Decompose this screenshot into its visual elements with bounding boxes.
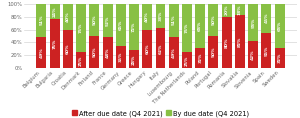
Bar [235, 4, 245, 15]
Text: 45%: 45% [264, 13, 268, 23]
Bar [50, 4, 60, 19]
Text: 60%: 60% [145, 44, 149, 54]
Text: 72%: 72% [132, 22, 136, 32]
Bar [195, 48, 205, 68]
Text: 76%: 76% [52, 39, 57, 49]
Text: 49%: 49% [39, 47, 44, 58]
Bar [248, 4, 258, 41]
Bar [169, 37, 179, 68]
Text: 51%: 51% [39, 15, 44, 25]
Text: 28%: 28% [132, 54, 136, 65]
Bar [235, 15, 245, 68]
Text: 20%: 20% [225, 5, 229, 15]
Bar [116, 4, 126, 46]
Text: 50%: 50% [92, 15, 96, 25]
Text: 50%: 50% [212, 47, 215, 57]
Bar [222, 17, 232, 68]
Text: 68%: 68% [198, 20, 202, 31]
Bar [195, 4, 205, 48]
Bar [63, 4, 73, 30]
Bar [89, 36, 99, 68]
Text: 38%: 38% [158, 11, 163, 21]
Bar [142, 30, 152, 68]
Text: 40%: 40% [145, 11, 149, 22]
Text: 75%: 75% [79, 23, 83, 33]
Text: 82%: 82% [238, 37, 242, 47]
Text: 35%: 35% [119, 52, 123, 62]
Bar [275, 4, 285, 48]
Text: 50%: 50% [92, 47, 96, 57]
Bar [155, 4, 166, 28]
Bar [261, 33, 272, 68]
Text: 62%: 62% [158, 43, 163, 53]
Text: 24%: 24% [52, 6, 57, 17]
Text: 50%: 50% [212, 15, 215, 25]
Bar [248, 41, 258, 68]
Text: 55%: 55% [264, 45, 268, 56]
Text: 48%: 48% [106, 48, 110, 58]
Text: 18%: 18% [238, 4, 242, 15]
Text: 25%: 25% [79, 55, 83, 65]
Bar [36, 37, 46, 68]
Text: 32%: 32% [278, 53, 282, 63]
Bar [208, 36, 218, 68]
Legend: After due date (Q4 2021), By due date (Q4 2021): After due date (Q4 2021), By due date (Q… [69, 107, 252, 118]
Text: 68%: 68% [278, 20, 282, 31]
Bar [275, 48, 285, 68]
Bar [169, 4, 179, 37]
Text: 40%: 40% [66, 11, 70, 22]
Bar [116, 46, 126, 68]
Bar [76, 52, 86, 68]
Bar [63, 30, 73, 68]
Bar [103, 4, 112, 37]
Bar [208, 4, 218, 36]
Text: 58%: 58% [251, 17, 255, 27]
Bar [50, 19, 60, 68]
Bar [129, 4, 139, 50]
Text: 60%: 60% [66, 44, 70, 54]
Bar [155, 28, 166, 68]
Bar [222, 4, 232, 17]
Bar [182, 52, 192, 68]
Bar [142, 4, 152, 30]
Text: 42%: 42% [251, 50, 255, 60]
Bar [76, 4, 86, 52]
Text: 32%: 32% [198, 53, 202, 63]
Bar [89, 4, 99, 36]
Text: 65%: 65% [119, 19, 123, 30]
Bar [103, 37, 112, 68]
Text: 25%: 25% [185, 55, 189, 65]
Bar [129, 50, 139, 68]
Text: 49%: 49% [172, 47, 176, 58]
Bar [261, 4, 272, 33]
Text: 75%: 75% [185, 23, 189, 33]
Bar [182, 4, 192, 52]
Text: 80%: 80% [225, 37, 229, 48]
Text: 52%: 52% [106, 15, 110, 26]
Bar [36, 4, 46, 37]
Text: 51%: 51% [172, 15, 176, 25]
